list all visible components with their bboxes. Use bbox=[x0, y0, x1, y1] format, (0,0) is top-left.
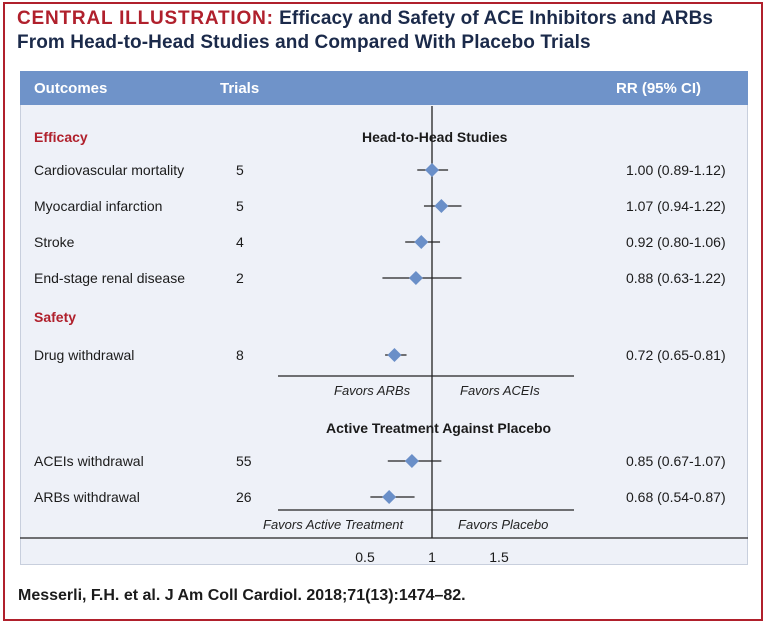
x-tick-label: 0.5 bbox=[355, 549, 375, 565]
trials-count: 26 bbox=[236, 489, 252, 505]
point-estimate-diamond bbox=[404, 454, 419, 468]
header-rr: RR (95% CI) bbox=[616, 80, 702, 97]
section-safety: Safety bbox=[34, 309, 77, 325]
outcome-label: ARBs withdrawal bbox=[34, 489, 140, 505]
header-outcomes: Outcomes bbox=[34, 80, 108, 97]
figure-title-line-2: From Head-to-Head Studies and Compared W… bbox=[17, 32, 591, 53]
point-estimate-diamond bbox=[408, 271, 423, 285]
title-text-1: Efficacy and Safety of ACE Inhibitors an… bbox=[279, 8, 714, 29]
outcome-label: End-stage renal disease bbox=[34, 270, 185, 286]
outcome-label: ACEIs withdrawal bbox=[34, 453, 144, 469]
x-tick-label: 1.5 bbox=[489, 549, 509, 565]
trials-count: 5 bbox=[236, 162, 244, 178]
favors-placebo: Favors Placebo bbox=[458, 517, 549, 532]
point-estimate-diamond bbox=[425, 163, 439, 177]
subhead-head-to-head: Head-to-Head Studies bbox=[362, 129, 508, 145]
rr-ci-label: 0.85 (0.67-1.07) bbox=[626, 453, 726, 469]
table-header-bar bbox=[20, 71, 748, 105]
section-efficacy: Efficacy bbox=[34, 129, 88, 145]
trials-count: 55 bbox=[236, 453, 252, 469]
trials-count: 8 bbox=[236, 347, 244, 363]
outcome-label: Stroke bbox=[34, 234, 75, 250]
rr-ci-label: 0.68 (0.54-0.87) bbox=[626, 489, 726, 505]
rr-ci-label: 0.88 (0.63-1.22) bbox=[626, 270, 726, 286]
subhead-placebo: Active Treatment Against Placebo bbox=[326, 420, 552, 436]
outcome-label: Cardiovascular mortality bbox=[34, 162, 185, 178]
point-estimate-diamond bbox=[414, 235, 429, 249]
rr-ci-label: 0.92 (0.80-1.06) bbox=[626, 234, 726, 250]
outcome-label: Drug withdrawal bbox=[34, 347, 135, 363]
trials-count: 2 bbox=[236, 270, 244, 286]
outcome-label: Myocardial infarction bbox=[34, 198, 163, 214]
x-tick-label: 1 bbox=[428, 549, 436, 565]
point-estimate-diamond bbox=[382, 490, 397, 504]
point-estimate-diamond bbox=[434, 199, 449, 213]
favors-arbs: Favors ARBs bbox=[334, 383, 411, 398]
rr-ci-label: 1.07 (0.94-1.22) bbox=[626, 198, 726, 214]
title-kicker: CENTRAL ILLUSTRATION: bbox=[17, 8, 274, 29]
favors-aceis: Favors ACEIs bbox=[460, 383, 540, 398]
point-estimate-diamond bbox=[387, 348, 402, 362]
favors-active-treatment: Favors Active Treatment bbox=[263, 517, 404, 532]
header-trials: Trials bbox=[220, 80, 260, 97]
citation: Messerli, F.H. et al. J Am Coll Cardiol.… bbox=[18, 587, 466, 604]
rr-ci-label: 1.00 (0.89-1.12) bbox=[626, 162, 726, 178]
rr-ci-label: 0.72 (0.65-0.81) bbox=[626, 347, 726, 363]
figure-title-line-1: CENTRAL ILLUSTRATION: Efficacy and Safet… bbox=[17, 8, 713, 30]
trials-count: 4 bbox=[236, 234, 244, 250]
trials-count: 5 bbox=[236, 198, 244, 214]
